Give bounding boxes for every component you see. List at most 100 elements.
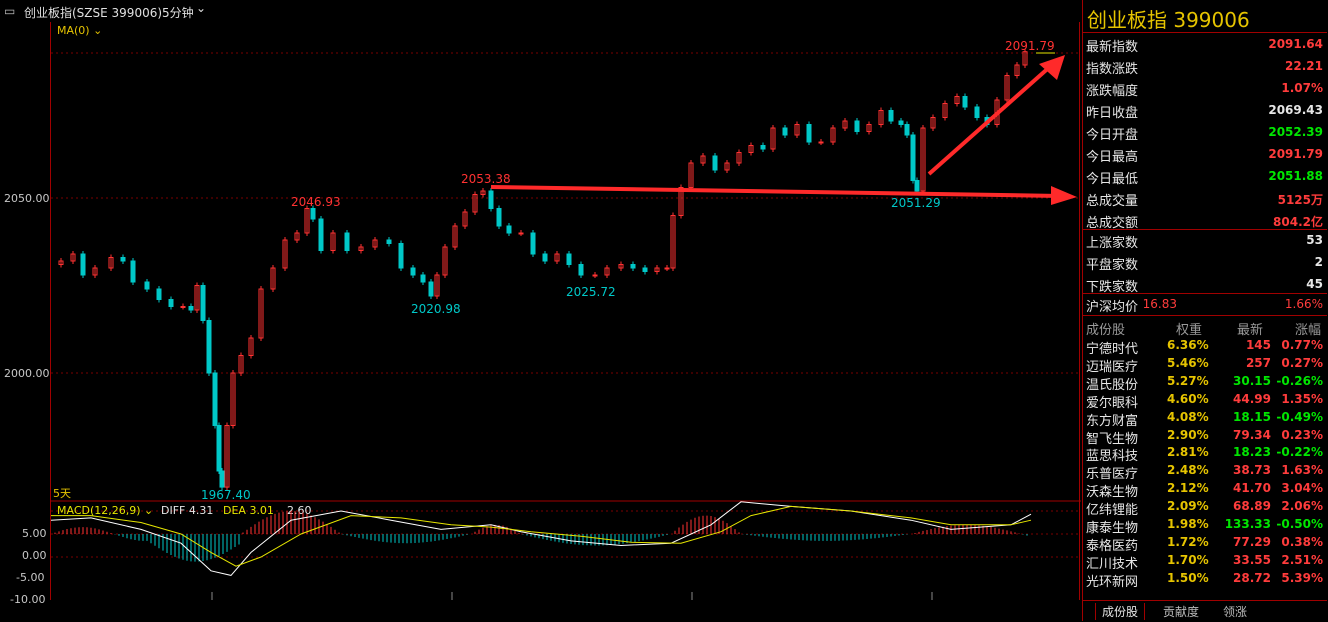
candle-body [206, 320, 212, 374]
list-item[interactable]: 泰格医药 1.72% 77.29 0.38% [1083, 533, 1327, 554]
tab-leading[interactable]: 领涨 [1223, 605, 1248, 619]
constituent-weight: 1.98% [1167, 517, 1209, 531]
constituent-name: 亿纬锂能 [1086, 503, 1139, 519]
candle-body [854, 120, 860, 132]
candle-body [294, 232, 300, 241]
breadth-value: 53 [1306, 233, 1323, 247]
candle-body [1022, 51, 1028, 66]
candle-body [794, 124, 800, 136]
list-item[interactable]: 温氏股份 5.27% 30.15 -0.26% [1083, 372, 1327, 393]
list-item[interactable]: 康泰生物 1.98% 133.33 -0.50% [1083, 515, 1327, 536]
candle-body [496, 208, 502, 227]
list-item[interactable]: 乐普医疗 2.48% 38.73 1.63% [1083, 461, 1327, 482]
candle-body [688, 162, 694, 188]
diff-label: DIFF 4.31 [161, 504, 213, 517]
price-label: 2020.98 [411, 302, 461, 316]
candle-body [70, 253, 76, 262]
macd-value: 2.60 [287, 504, 312, 517]
dea-label: DEA 3.01 [223, 504, 274, 517]
kline-chart[interactable]: 2091.79 2053.38 2046.93 2020.98 2025.72 2051.… [51, 22, 1081, 600]
list-item[interactable]: 爱尔眼科 4.60% 44.99 1.35% [1083, 390, 1327, 411]
stat-value: 1.07% [1281, 81, 1323, 95]
constituent-change: 0.27% [1281, 355, 1323, 370]
candle-body [180, 306, 186, 308]
candle-body [452, 225, 458, 248]
constituent-change: -0.50% [1276, 517, 1323, 531]
list-item[interactable]: 迈瑞医疗 5.46% 257 0.27% [1083, 354, 1327, 375]
list-item[interactable]: 亿纬锂能 2.09% 68.89 2.06% [1083, 497, 1327, 519]
stat-value: 22.21 [1285, 59, 1323, 73]
list-item[interactable]: 东方财富 4.08% 18.15 -0.49% [1083, 408, 1327, 429]
stat-value: 2052.39 [1268, 125, 1323, 139]
chart-area[interactable]: 2091.79 2053.38 2046.93 2020.98 2025.72 2051.… [50, 22, 1081, 600]
tab-constituents[interactable]: 成份股 [1095, 603, 1146, 620]
list-item[interactable]: 光环新网 1.50% 28.72 5.39% [1083, 569, 1327, 590]
candle-body [712, 155, 718, 171]
candle-body [530, 232, 536, 255]
candle-body [130, 260, 136, 283]
candle-body [842, 120, 848, 129]
stat-label: 今日最低 [1086, 172, 1139, 187]
macd-y-0: 0.00 [22, 549, 47, 562]
candle-body [330, 232, 336, 251]
stat-row: 涨跌幅度 1.07% [1083, 77, 1327, 99]
constituent-name: 汇川技术 [1086, 556, 1139, 572]
list-item[interactable]: 汇川技术 1.70% 33.55 2.51% [1083, 551, 1327, 572]
candle-body [974, 106, 980, 118]
candle-body [80, 253, 86, 276]
col-change[interactable]: 涨幅 [1295, 323, 1322, 338]
stat-label: 今日开盘 [1086, 128, 1139, 143]
candle-body [442, 246, 448, 276]
constituent-weight: 2.81% [1167, 445, 1209, 460]
candle-body [806, 124, 812, 143]
constituent-name: 泰格医药 [1086, 538, 1139, 554]
constituent-name: 宁德时代 [1086, 342, 1139, 357]
list-item[interactable]: 沃森生物 2.12% 41.70 3.04% [1083, 479, 1327, 500]
constituent-change: 0.23% [1281, 427, 1323, 442]
candle-body [344, 232, 350, 251]
col-latest[interactable]: 最新 [1237, 323, 1264, 338]
candle-body [224, 425, 230, 488]
period-selector[interactable]: 5分钟 [162, 6, 194, 20]
breadth-value: 45 [1306, 277, 1323, 291]
candle-body [888, 110, 894, 122]
candle-body [1014, 64, 1020, 76]
candle-body [310, 208, 316, 220]
stat-row: 昨日收盘 2069.43 [1083, 99, 1327, 121]
constituent-price: 44.99 [1233, 391, 1271, 406]
candle-body [398, 243, 404, 269]
constituent-change: 0.38% [1281, 534, 1323, 549]
stat-row: 总成交量 5125万 [1083, 187, 1327, 209]
candle-body [518, 232, 524, 235]
constituent-name: 爱尔眼科 [1086, 395, 1139, 411]
candle-body [1004, 75, 1010, 101]
candle-body [664, 267, 670, 270]
chevron-down-icon[interactable]: ⌄ [196, 1, 207, 15]
security-name: 创业板指(SZSE 399006) [24, 6, 163, 20]
col-name[interactable]: 成份股 [1086, 323, 1126, 338]
annotation-arrowhead [1051, 186, 1077, 205]
divider [1083, 229, 1327, 230]
constituent-price: 79.34 [1233, 427, 1271, 442]
constituent-weight: 5.27% [1167, 373, 1209, 388]
candle-body [480, 190, 486, 195]
candle-body [258, 288, 264, 339]
col-weight[interactable]: 权重 [1176, 323, 1203, 338]
list-item[interactable]: 宁德时代 6.36% 145 0.77% [1083, 336, 1327, 357]
panel-tabs: 成份股 贡献度 领涨 [1083, 600, 1327, 622]
annotation-arrow-line [927, 62, 1055, 176]
list-item[interactable]: 智飞生物 2.90% 79.34 0.23% [1083, 426, 1327, 447]
stat-label: 涨跌幅度 [1086, 84, 1139, 99]
constituent-name: 智飞生物 [1086, 431, 1139, 447]
tab-contribution[interactable]: 贡献度 [1163, 605, 1200, 619]
candle-body [420, 274, 426, 283]
price-label: 2051.29 [891, 196, 941, 210]
window-icon[interactable]: ▭ [4, 4, 16, 18]
constituent-change: 5.39% [1281, 570, 1323, 585]
breadth-row: 下跌家数 45 [1083, 273, 1327, 295]
constituent-change: 1.63% [1281, 463, 1323, 478]
candle-body [120, 257, 126, 262]
candle-body [830, 127, 836, 143]
list-item[interactable]: 蓝思科技 2.81% 18.23 -0.22% [1083, 443, 1327, 464]
y-label-2000: 2000.00 [4, 367, 50, 380]
